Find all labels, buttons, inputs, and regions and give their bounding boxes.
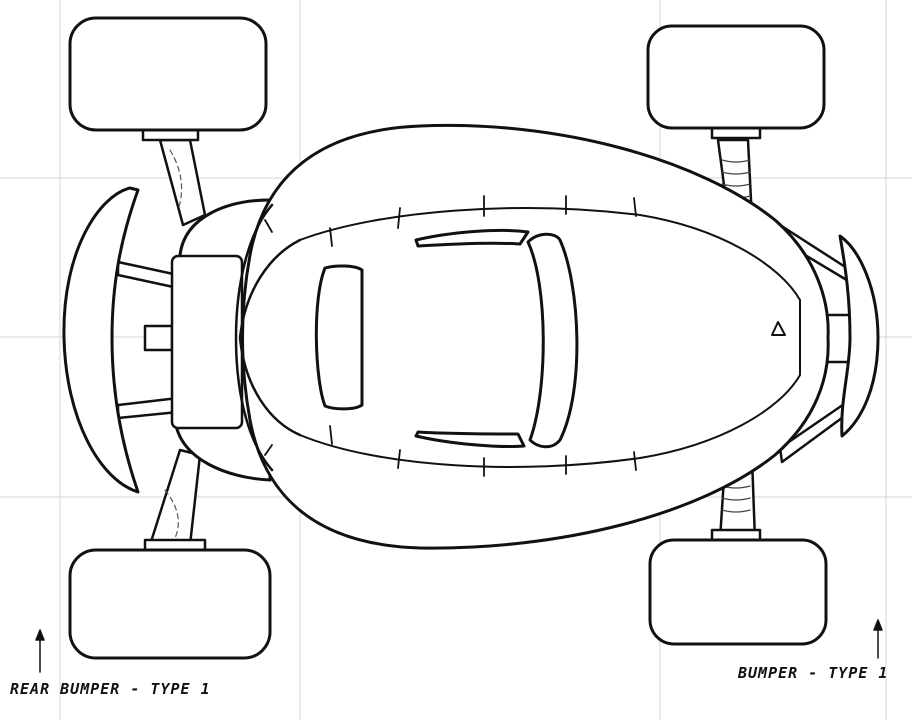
front-bumper [838,234,880,438]
front-bumper-label: BUMPER - TYPE 1 [738,664,889,682]
side-window-bottom [414,430,526,449]
windshield [526,232,579,449]
wheel-front-right [648,538,828,646]
panel-ticks [264,195,637,477]
body-seam [299,207,801,468]
rear-pod-plate [170,254,244,430]
wheel-front-left [646,24,826,130]
rear-bumper [62,186,140,494]
rear-spring-sketch [164,149,183,539]
side-window-top [414,228,530,248]
rear-window-arch [234,203,274,472]
rear-bumper-label: REAR BUMPER - TYPE 1 [10,680,211,698]
nose-tip [771,321,786,336]
rear-window-inner [238,238,302,437]
wheel-rear-left [68,16,268,132]
wheel-rear-right [68,548,272,660]
body-shell [241,123,830,550]
annotation-arrows [35,619,883,673]
rear-window [314,264,364,411]
